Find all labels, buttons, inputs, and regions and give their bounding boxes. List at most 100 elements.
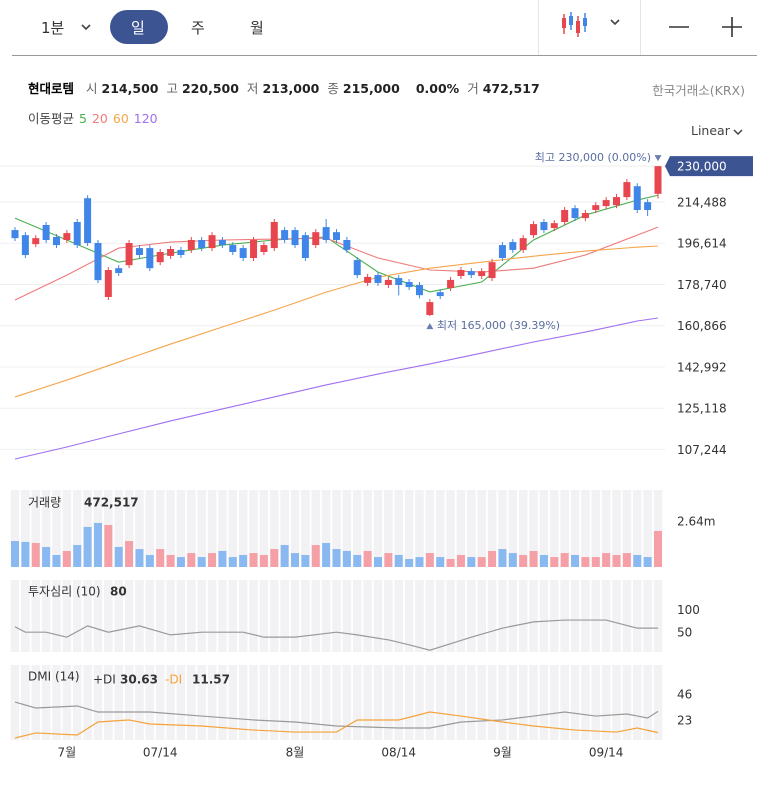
y-tick-label: 50 [677, 625, 692, 639]
column-stripe [508, 580, 518, 652]
volume-bar [643, 557, 652, 567]
column-stripe [467, 580, 476, 652]
volume-bar [602, 553, 611, 567]
candle-body [488, 262, 496, 279]
column-stripe [62, 665, 72, 740]
column-stripe [643, 490, 652, 567]
legend-entry: +DI [93, 673, 116, 687]
column-stripe [342, 580, 352, 652]
tab[interactable]: 월 [250, 19, 264, 37]
column-stripe [456, 580, 466, 652]
column-stripe [104, 665, 113, 740]
column-stripe [52, 580, 61, 652]
candle-body [467, 271, 475, 276]
column-stripe [31, 490, 41, 567]
volume-bar [498, 549, 507, 567]
candle-body [312, 232, 320, 246]
line [14, 245, 659, 398]
volume-bar [467, 557, 476, 567]
column-stripe [311, 490, 321, 567]
change: 0.00% [415, 81, 460, 96]
candle-body [509, 242, 517, 250]
volume-bar [622, 553, 631, 567]
column-stripe [166, 665, 175, 740]
column-stripe [62, 490, 72, 567]
column-stripe [114, 665, 124, 740]
zoom-buttons[interactable] [665, 15, 755, 39]
column-stripe [477, 665, 486, 740]
column-stripe [280, 490, 289, 567]
column-stripe [612, 580, 621, 652]
column-stripe [477, 490, 486, 567]
column-stripe [124, 580, 134, 652]
volume-bar [83, 526, 92, 567]
candle-body [436, 292, 444, 297]
candle-body [301, 235, 309, 258]
volume-bar [363, 550, 372, 567]
interval-select[interactable]: 1분 [41, 19, 65, 37]
candle-body [364, 276, 372, 283]
legend-entry: 5 [79, 111, 87, 126]
tab[interactable]: 일 [131, 19, 145, 37]
volume-bar [612, 554, 621, 567]
legend-entry: -DI [165, 673, 182, 687]
chart-type-button[interactable] [558, 10, 628, 40]
legend-value: 30.63 [120, 673, 158, 687]
candle-body [415, 285, 423, 296]
candle-body [447, 279, 455, 288]
divider [538, 0, 539, 55]
column-stripe [467, 490, 476, 567]
y-tick-label: 160,866 [677, 319, 727, 333]
column-stripe [477, 580, 486, 652]
column-stripe [135, 580, 144, 652]
x-tick-label: 7월 [58, 746, 77, 760]
column-stripe [352, 580, 362, 652]
scale-select[interactable]: Linear [691, 123, 730, 138]
legend-entry: 60 [112, 111, 129, 126]
column-stripe [290, 580, 300, 652]
y-tick-label: 230,000 [677, 160, 727, 174]
column-stripe [487, 580, 497, 652]
candle-body [250, 240, 258, 258]
field-value: 213,000 [262, 81, 320, 96]
column-stripe [467, 665, 476, 740]
column-stripe [83, 580, 92, 652]
candle-body [146, 248, 154, 269]
volume-bar [187, 553, 196, 567]
column-stripe [93, 580, 103, 652]
volume-bar [353, 554, 362, 567]
candle-body [374, 275, 382, 283]
column-stripe [145, 490, 155, 567]
y-tick-label: 23 [677, 713, 692, 727]
column-stripe [601, 580, 611, 652]
volume-bar [259, 554, 268, 567]
volume-bar [104, 525, 113, 567]
tab[interactable]: 주 [191, 19, 205, 37]
volume-bar [373, 557, 382, 567]
volume-bar [539, 554, 548, 567]
line [14, 619, 658, 651]
column-stripe [21, 665, 30, 740]
column-stripe [342, 490, 352, 567]
column-stripe [560, 490, 569, 567]
column-stripe [498, 490, 507, 567]
column-stripe [176, 490, 186, 567]
column-stripe [518, 580, 528, 652]
field-value: 215,000 [342, 81, 400, 96]
chevron [733, 129, 743, 136]
candle-body [115, 268, 123, 273]
column-stripe [643, 665, 652, 740]
column-stripe [632, 665, 642, 740]
legend-value: 11.57 [192, 673, 230, 687]
column-stripe [145, 665, 155, 740]
column-stripe [363, 665, 372, 740]
column-stripe [31, 580, 41, 652]
panel-value: 472,517 [84, 496, 139, 510]
candle-body [229, 245, 237, 252]
column-stripe [72, 580, 82, 652]
field-label: 시 [86, 81, 98, 96]
column-stripe [612, 490, 621, 567]
marker [426, 323, 434, 330]
panel-value: 80 [110, 585, 127, 599]
column-stripe [487, 665, 497, 740]
